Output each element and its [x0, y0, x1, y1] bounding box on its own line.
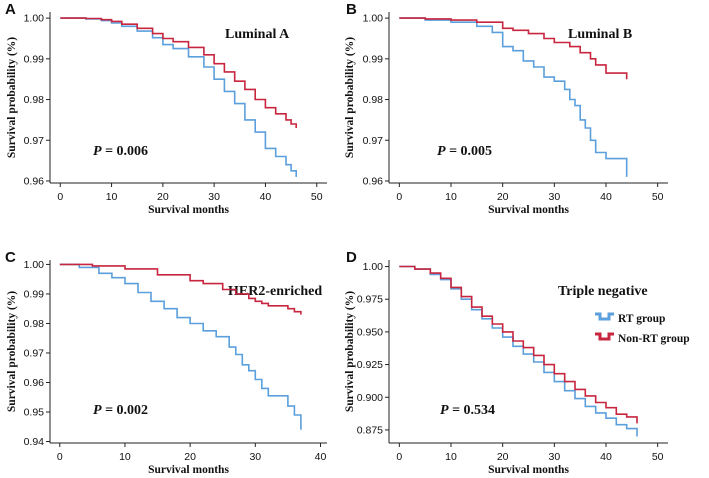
- y-axis-label: Survival probability (%): [6, 291, 18, 412]
- p-value: P = 0.534: [440, 403, 495, 418]
- rt-curve-c: [59, 263, 302, 430]
- y-tick-label: 0.96: [24, 377, 45, 389]
- p-value: P = 0.005: [437, 144, 492, 159]
- p-value: P = 0.002: [93, 403, 148, 418]
- x-tick-label: 40: [315, 451, 327, 463]
- x-axis-label: Survival months: [148, 204, 229, 216]
- x-tick-label: 20: [184, 451, 196, 463]
- y-tick-label: 0.950: [357, 326, 383, 338]
- nonrt-curve-d: [399, 265, 638, 424]
- legend-nonrt-label: Non-RT group: [618, 333, 690, 345]
- y-tick-label: 0.97: [363, 135, 384, 147]
- x-axis-label: Survival months: [488, 204, 569, 216]
- y-tick-label: 0.96: [24, 175, 45, 187]
- x-tick-label: 10: [106, 191, 118, 203]
- panel-title: Luminal B: [568, 27, 632, 42]
- p-value: P = 0.006: [93, 144, 148, 159]
- x-tick-label: 20: [157, 191, 169, 203]
- panel-letter: A: [5, 1, 16, 18]
- legend-rt-label: RT group: [618, 313, 665, 325]
- x-tick-label: 50: [652, 191, 664, 203]
- x-tick-label: 0: [57, 191, 63, 203]
- panel-title: Luminal A: [225, 27, 290, 42]
- nonrt-curve-a: [60, 17, 297, 128]
- panel-letter: D: [346, 249, 357, 266]
- y-tick-label: 0.875: [357, 424, 383, 436]
- y-tick-label: 0.95: [24, 407, 45, 419]
- legend: RT group Non-RT group: [595, 312, 690, 345]
- x-tick-label: 40: [260, 191, 272, 203]
- y-tick-label: 0.94: [24, 436, 45, 448]
- y-tick-label: 0.900: [357, 392, 383, 404]
- x-axis-label: Survival months: [148, 464, 229, 476]
- panel-title: Triple negative: [558, 284, 648, 299]
- panel-d: 0.875 0.900 0.925 0.950 0.975 1.00 0 10 20 30 40 50…: [344, 249, 668, 476]
- y-tick-label: 0.98: [24, 318, 45, 330]
- y-tick-label: 0.99: [24, 288, 45, 300]
- x-tick-label: 10: [119, 451, 131, 463]
- y-axis-label: Survival probability (%): [6, 37, 18, 158]
- x-tick-label: 0: [57, 451, 63, 463]
- y-tick-label: 0.975: [357, 294, 383, 306]
- x-tick-label: 10: [445, 451, 457, 463]
- nonrt-curve-c: [59, 263, 302, 315]
- y-tick-label: 0.97: [24, 347, 45, 359]
- y-tick-label: 0.96: [363, 175, 384, 187]
- x-axis-label: Survival months: [488, 464, 569, 476]
- x-tick-label: 30: [208, 191, 220, 203]
- y-tick-label: 0.97: [24, 135, 45, 147]
- x-tick-label: 40: [600, 451, 612, 463]
- panel-c: 0.94 0.95 0.96 0.97 0.98 0.99 1.00 0 10 20 30 40 Sur…: [5, 249, 327, 476]
- panel-a: 0.96 0.97 0.98 0.99 1.00 0 10 20 30 40 50 Survival …: [5, 1, 327, 216]
- x-tick-label: 10: [445, 191, 457, 203]
- x-tick-label: 20: [497, 191, 509, 203]
- y-tick-label: 0.925: [357, 359, 383, 371]
- x-tick-label: 50: [311, 191, 323, 203]
- y-tick-label: 1.00: [363, 261, 384, 273]
- y-tick-label: 0.99: [363, 53, 384, 65]
- y-tick-label: 0.98: [24, 94, 45, 106]
- rt-curve-a: [60, 17, 297, 177]
- x-tick-label: 30: [548, 191, 560, 203]
- panel-letter: B: [346, 1, 357, 18]
- legend-nonrt-marker: [595, 332, 614, 341]
- panel-title: HER2-enriched: [228, 284, 322, 299]
- panel-letter: C: [5, 249, 16, 266]
- panel-b: 0.96 0.97 0.98 0.99 1.00 0 10 20 30 40 50 Survival …: [344, 1, 668, 216]
- y-tick-label: 0.98: [363, 94, 384, 106]
- nonrt-curve-b: [399, 17, 628, 80]
- y-tick-label: 1.00: [24, 13, 45, 25]
- x-tick-label: 0: [396, 451, 402, 463]
- legend-rt-marker: [595, 312, 614, 321]
- x-tick-label: 30: [548, 451, 560, 463]
- rt-curve-b: [399, 17, 628, 177]
- x-tick-label: 30: [249, 451, 261, 463]
- y-tick-label: 1.00: [24, 259, 45, 271]
- y-axis-label: Survival probability (%): [344, 37, 356, 158]
- y-tick-label: 1.00: [363, 13, 384, 25]
- x-tick-label: 0: [396, 191, 402, 203]
- x-tick-label: 50: [652, 451, 664, 463]
- y-tick-label: 0.99: [24, 53, 45, 65]
- x-tick-label: 40: [600, 191, 612, 203]
- y-axis-label: Survival probability (%): [344, 291, 356, 412]
- x-tick-label: 20: [497, 451, 509, 463]
